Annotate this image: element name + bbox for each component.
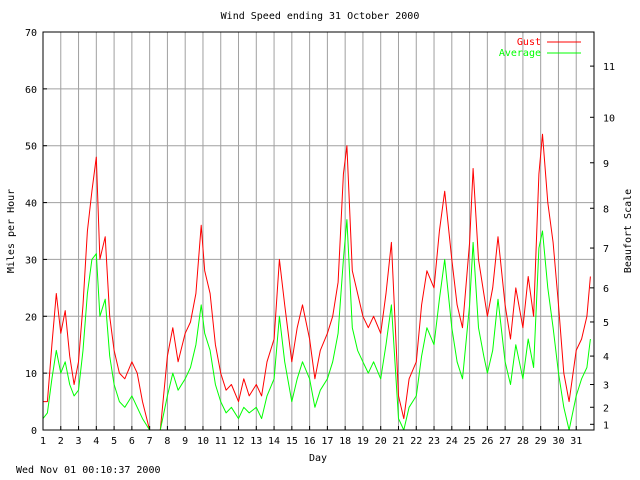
y-tick-label: 30 xyxy=(25,255,37,266)
beaufort-tick-label: 7 xyxy=(603,244,609,255)
y-tick-label: 20 xyxy=(25,312,37,323)
beaufort-tick-label: 2 xyxy=(603,403,609,414)
generated-timestamp: Wed Nov 01 00:10:37 2000 xyxy=(16,465,161,476)
x-tick-label: 29 xyxy=(535,436,547,447)
x-tick-label: 6 xyxy=(129,436,135,447)
x-axis-label: Day xyxy=(309,453,327,464)
grid-lines xyxy=(43,32,594,430)
x-tick-label: 2 xyxy=(58,436,64,447)
beaufort-tick-label: 6 xyxy=(603,284,609,295)
x-tick-label: 17 xyxy=(321,436,333,447)
x-tick-label: 25 xyxy=(464,436,476,447)
beaufort-tick-label: 9 xyxy=(603,159,609,170)
x-tick-label: 8 xyxy=(164,436,170,447)
y-tick-label: 0 xyxy=(31,426,37,437)
legend-label-gust: Gust xyxy=(517,37,541,48)
beaufort-tick-label: 3 xyxy=(603,381,609,392)
x-tick-label: 23 xyxy=(428,436,440,447)
y-tick-label: 40 xyxy=(25,199,37,210)
x-tick-label: 22 xyxy=(410,436,422,447)
y2-axis-label: Beaufort Scale xyxy=(623,189,634,273)
beaufort-tick-label: 5 xyxy=(603,318,609,329)
x-tick-label: 14 xyxy=(268,436,280,447)
y-tick-label: 70 xyxy=(25,28,37,39)
x-tick-label: 28 xyxy=(517,436,529,447)
beaufort-tick-label: 11 xyxy=(603,62,615,73)
x-axis-ticks: 1 2 3 4 5 6 7 8 9 10 11 12 13 14 15 16 17 18 19 20 21 22 23 24 2… xyxy=(40,426,582,447)
beaufort-axis: 1 2 3 4 5 6 7 8 9 10 11 xyxy=(590,62,615,431)
series-layer xyxy=(42,133,591,431)
x-tick-label: 1 xyxy=(40,436,46,447)
y-tick-label: 50 xyxy=(25,142,37,153)
legend-label-average: Average xyxy=(499,48,541,59)
y-axis-ticks: 0 10 20 30 40 50 60 70 xyxy=(25,28,47,437)
x-tick-label: 27 xyxy=(499,436,511,447)
x-tick-label: 12 xyxy=(232,436,244,447)
x-tick-label: 18 xyxy=(339,436,351,447)
x-tick-label: 10 xyxy=(197,436,209,447)
x-tick-label: 5 xyxy=(111,436,117,447)
x-tick-label: 24 xyxy=(446,436,458,447)
x-tick-label: 20 xyxy=(375,436,387,447)
beaufort-tick-label: 1 xyxy=(603,420,609,431)
x-tick-label: 26 xyxy=(481,436,493,447)
x-tick-label: 19 xyxy=(357,436,369,447)
x-tick-label: 3 xyxy=(76,436,82,447)
y-tick-label: 60 xyxy=(25,85,37,96)
x-tick-label: 31 xyxy=(570,436,582,447)
x-tick-label: 7 xyxy=(147,436,153,447)
x-tick-label: 9 xyxy=(182,436,188,447)
beaufort-tick-label: 10 xyxy=(603,113,615,124)
beaufort-tick-label: 4 xyxy=(603,352,609,363)
x-tick-label: 16 xyxy=(304,436,316,447)
series-line-gust xyxy=(43,133,591,431)
x-tick-label: 4 xyxy=(93,436,99,447)
x-tick-label: 13 xyxy=(250,436,262,447)
beaufort-tick-label: 8 xyxy=(603,204,609,215)
y-tick-label: 10 xyxy=(25,369,37,380)
x-tick-label: 30 xyxy=(552,436,564,447)
y-axis-label: Miles per Hour xyxy=(6,189,17,273)
x-tick-label: 11 xyxy=(215,436,227,447)
x-tick-label: 15 xyxy=(286,436,298,447)
chart-title: Wind Speed ending 31 October 2000 xyxy=(221,11,420,22)
x-tick-label: 21 xyxy=(392,436,404,447)
plot-frame xyxy=(42,31,595,431)
series-line-average xyxy=(42,219,591,431)
